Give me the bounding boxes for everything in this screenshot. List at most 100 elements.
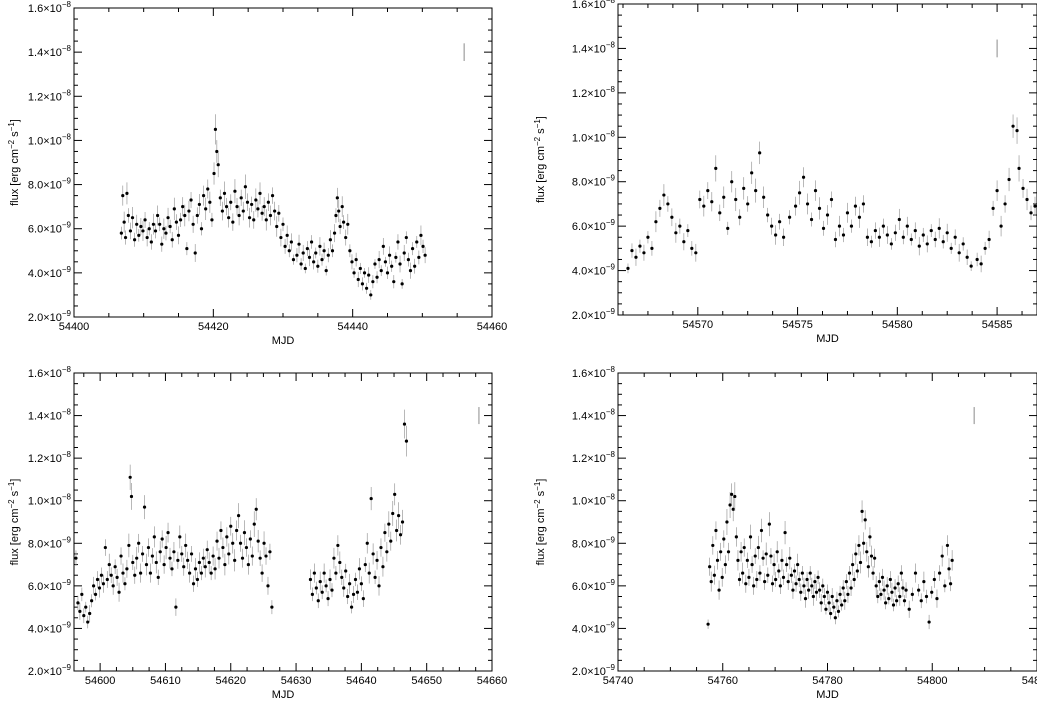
data-point — [949, 246, 953, 250]
data-point — [183, 213, 187, 218]
data-point — [756, 545, 760, 550]
data-point — [902, 599, 907, 603]
y-tick-exponent: −8 — [606, 493, 616, 502]
data-point — [933, 237, 937, 242]
data-point — [371, 280, 375, 284]
data-point — [935, 597, 939, 601]
y-axis-label: flux [erg cm−2 s−1] — [7, 119, 21, 206]
y-tick-label: 2.0×10−9 — [572, 663, 616, 678]
data-point — [166, 531, 170, 535]
chart-panel-1: 54400 54420 54440 544602.0×10−94.0×10−96.0×… — [7, 0, 507, 347]
y-axis-label: flux [erg cm−2 s−1] — [7, 479, 21, 566]
y-tick-label: 1.6×10−8 — [28, 365, 72, 380]
data-point — [350, 260, 354, 264]
data-point — [188, 571, 192, 575]
y-tick-exponent: −9 — [62, 221, 72, 230]
y-axis-label-exponent: −2 — [7, 499, 16, 509]
data-point — [803, 597, 808, 601]
data-point — [726, 226, 730, 230]
data-point — [191, 222, 195, 226]
data-point — [295, 253, 299, 257]
data-point — [318, 580, 322, 584]
y-axis-label-exponent: −1 — [7, 481, 16, 491]
data-point — [125, 191, 129, 195]
data-point — [413, 264, 417, 268]
data-point — [745, 558, 749, 562]
data-point — [324, 269, 328, 273]
data-point — [819, 601, 823, 605]
data-point — [720, 575, 724, 579]
data-point — [166, 216, 170, 220]
data-point — [107, 562, 111, 567]
y-tick-exponent: −8 — [606, 0, 616, 5]
data-point — [714, 166, 718, 170]
data-point — [191, 582, 196, 586]
data-point — [901, 235, 905, 239]
data-point — [827, 601, 831, 605]
data-point — [794, 582, 798, 586]
data-point — [408, 269, 413, 273]
data-point — [109, 573, 113, 577]
y-tick-exponent: −9 — [606, 307, 616, 316]
data-point — [229, 524, 233, 528]
data-point — [142, 505, 147, 509]
data-point — [742, 545, 746, 550]
y-axis-label-unit: s — [9, 131, 21, 140]
data-point — [829, 611, 833, 616]
data-point — [208, 200, 212, 204]
data-point — [769, 554, 773, 558]
data-point — [781, 575, 786, 579]
data-point — [852, 577, 856, 582]
x-tick-label: 54740 — [603, 675, 634, 687]
data-point — [670, 215, 674, 219]
data-point — [242, 531, 247, 535]
data-point — [767, 522, 771, 526]
data-point — [857, 543, 861, 548]
data-point — [392, 280, 396, 284]
data-point — [320, 258, 324, 262]
y-tick-exponent: −9 — [606, 663, 616, 672]
y-tick-label: 1.0×10−8 — [28, 132, 72, 147]
data-point — [86, 620, 90, 624]
data-point — [646, 235, 650, 239]
data-point — [206, 187, 210, 191]
y-tick-exponent: −9 — [62, 578, 72, 587]
y-axis-label-exponent: −2 — [533, 136, 542, 146]
data-point — [209, 571, 213, 575]
data-point — [199, 571, 203, 575]
data-point — [877, 580, 881, 584]
data-point — [336, 543, 340, 548]
data-point — [351, 592, 356, 596]
data-point — [722, 537, 726, 541]
y-tick-label: 2.0×10−9 — [572, 307, 616, 322]
data-point — [146, 545, 151, 550]
data-point — [246, 562, 250, 567]
data-point — [218, 196, 222, 200]
data-point — [937, 226, 941, 230]
data-point — [838, 592, 842, 596]
data-point — [121, 194, 125, 198]
y-tick-mantissa: 1.6×10 — [572, 0, 606, 11]
data-point — [88, 611, 92, 616]
data-point — [237, 213, 241, 218]
data-point — [328, 238, 332, 242]
data-point — [103, 545, 107, 550]
data-point — [807, 588, 811, 592]
data-point — [247, 216, 252, 220]
data-point — [322, 571, 326, 575]
data-point — [362, 271, 367, 275]
data-point — [722, 195, 726, 199]
data-point — [130, 216, 135, 220]
data-point — [888, 577, 892, 582]
data-point — [836, 609, 841, 614]
y-tick-mantissa: 4.0×10 — [28, 623, 62, 635]
data-point — [811, 594, 815, 599]
data-series — [74, 409, 409, 629]
data-point — [233, 558, 237, 562]
data-point — [775, 550, 779, 554]
data-point — [1011, 124, 1015, 128]
data-point — [239, 196, 243, 200]
data-point — [723, 562, 727, 567]
data-point — [105, 577, 109, 582]
